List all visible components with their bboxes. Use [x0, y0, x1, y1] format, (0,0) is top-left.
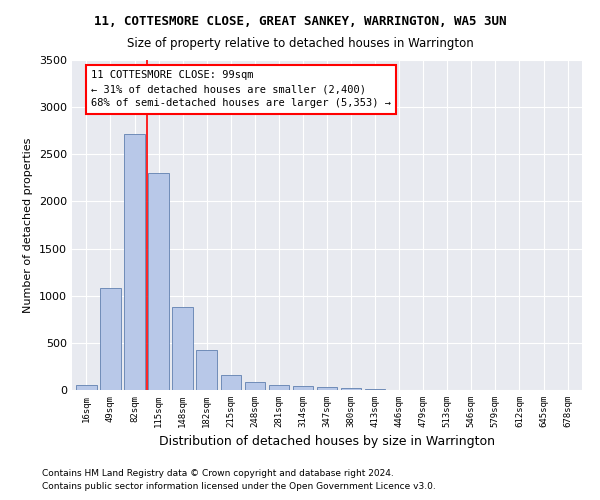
- X-axis label: Distribution of detached houses by size in Warrington: Distribution of detached houses by size …: [159, 436, 495, 448]
- Text: 11 COTTESMORE CLOSE: 99sqm
← 31% of detached houses are smaller (2,400)
68% of s: 11 COTTESMORE CLOSE: 99sqm ← 31% of deta…: [91, 70, 391, 108]
- Bar: [196, 350, 217, 390]
- Bar: [293, 386, 313, 390]
- Bar: [100, 288, 121, 390]
- Bar: [172, 307, 193, 390]
- Text: Contains public sector information licensed under the Open Government Licence v3: Contains public sector information licen…: [42, 482, 436, 491]
- Text: Size of property relative to detached houses in Warrington: Size of property relative to detached ho…: [127, 38, 473, 51]
- Y-axis label: Number of detached properties: Number of detached properties: [23, 138, 34, 312]
- Bar: [317, 387, 337, 390]
- Bar: [148, 173, 169, 390]
- Bar: [76, 386, 97, 390]
- Bar: [221, 375, 241, 390]
- Text: Contains HM Land Registry data © Crown copyright and database right 2024.: Contains HM Land Registry data © Crown c…: [42, 468, 394, 477]
- Bar: [341, 388, 361, 390]
- Bar: [124, 134, 145, 390]
- Bar: [365, 389, 385, 390]
- Bar: [245, 382, 265, 390]
- Bar: [269, 385, 289, 390]
- Text: 11, COTTESMORE CLOSE, GREAT SANKEY, WARRINGTON, WA5 3UN: 11, COTTESMORE CLOSE, GREAT SANKEY, WARR…: [94, 15, 506, 28]
